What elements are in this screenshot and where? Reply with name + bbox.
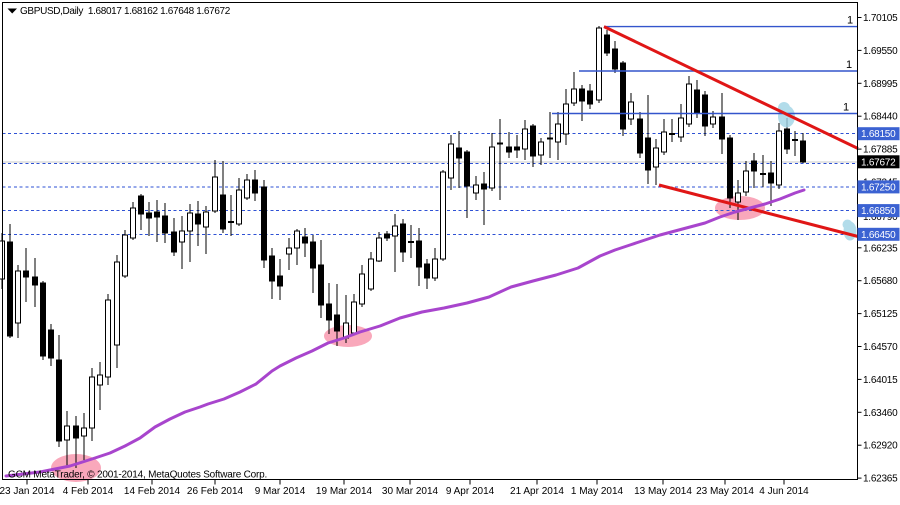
svg-text:4 Feb 2014: 4 Feb 2014 (63, 486, 114, 497)
svg-text:1.70105: 1.70105 (863, 13, 898, 24)
svg-text:1.67885: 1.67885 (863, 145, 898, 156)
svg-text:1.66235: 1.66235 (863, 243, 898, 254)
svg-text:GBPUSD,Daily 1.68017 1.68162: GBPUSD,Daily 1.68017 1.68162 1.67648 1.6… (20, 6, 231, 17)
svg-text:1.62365: 1.62365 (863, 474, 898, 485)
svg-text:30 Mar 2014: 30 Mar 2014 (382, 486, 439, 497)
svg-text:1.62920: 1.62920 (863, 441, 898, 452)
svg-text:1.67672: 1.67672 (861, 157, 896, 168)
svg-text:1 May 2014: 1 May 2014 (571, 486, 624, 497)
svg-text:1.64015: 1.64015 (863, 375, 898, 386)
svg-text:1.68440: 1.68440 (863, 112, 898, 123)
svg-text:1.66850: 1.66850 (861, 206, 896, 217)
svg-text:1: 1 (846, 59, 852, 71)
svg-text:14 Feb 2014: 14 Feb 2014 (124, 486, 181, 497)
svg-text:23 May 2014: 23 May 2014 (696, 486, 754, 497)
svg-text:1.64570: 1.64570 (863, 342, 898, 353)
svg-text:1.66450: 1.66450 (861, 230, 896, 241)
svg-text:1.68995: 1.68995 (863, 79, 898, 90)
svg-text:1.63460: 1.63460 (863, 408, 898, 419)
svg-text:9 Mar 2014: 9 Mar 2014 (255, 486, 306, 497)
svg-text:26 Feb 2014: 26 Feb 2014 (187, 486, 244, 497)
svg-text:1: 1 (847, 15, 853, 27)
svg-text:1.66790: 1.66790 (863, 212, 898, 223)
svg-text:1.65680: 1.65680 (863, 276, 898, 287)
svg-text:21 Apr 2014: 21 Apr 2014 (510, 486, 564, 497)
svg-text:1.69550: 1.69550 (863, 46, 898, 57)
svg-text:13 May 2014: 13 May 2014 (634, 486, 692, 497)
svg-text:19 Mar 2014: 19 Mar 2014 (316, 486, 373, 497)
svg-text:4 Jun 2014: 4 Jun 2014 (759, 486, 809, 497)
svg-text:1: 1 (843, 102, 849, 114)
svg-text:1.67250: 1.67250 (861, 182, 896, 193)
svg-text:9 Apr 2014: 9 Apr 2014 (446, 486, 495, 497)
svg-text:23 Jan 2014: 23 Jan 2014 (0, 486, 55, 497)
svg-text:GCM MetaTrader, © 2001-2014, M: GCM MetaTrader, © 2001-2014, MetaQuotes … (8, 470, 267, 481)
svg-text:1.65125: 1.65125 (863, 309, 898, 320)
svg-text:1.68150: 1.68150 (861, 129, 896, 140)
